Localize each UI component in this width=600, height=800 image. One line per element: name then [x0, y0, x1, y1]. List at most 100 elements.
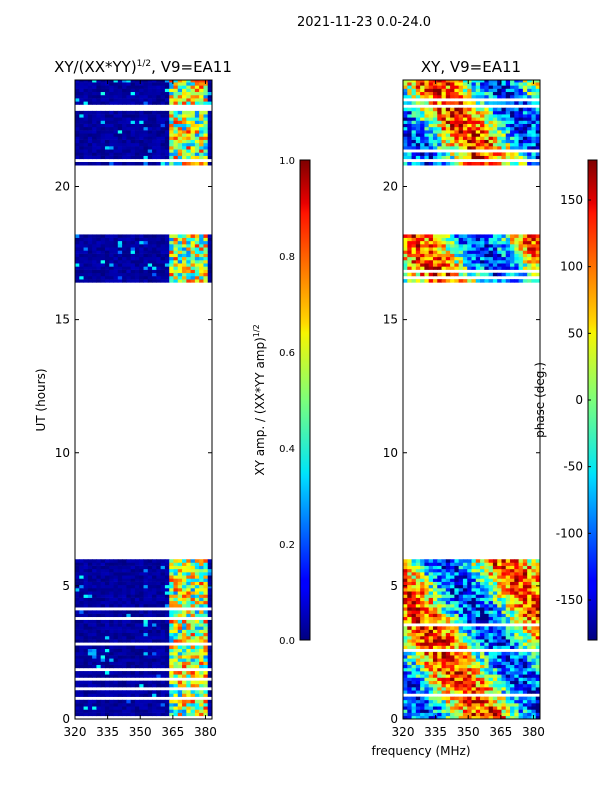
- colorbar-tick-label: 0.0: [279, 636, 295, 647]
- heatmap-cell: [79, 594, 85, 598]
- heatmap-cell: [535, 562, 540, 566]
- heatmap-cell: [492, 162, 498, 166]
- heatmap-cell: [173, 133, 179, 137]
- heatmap-cell: [177, 613, 183, 618]
- heatmap-cell: [407, 562, 413, 566]
- heatmap-cell: [510, 575, 515, 579]
- heatmap-cell: [411, 139, 417, 144]
- heatmap-cell: [156, 661, 162, 665]
- heatmap-cell: [199, 584, 204, 589]
- heatmap-cell: [113, 562, 119, 566]
- heatmap-cell: [79, 683, 85, 688]
- heatmap-cell: [160, 240, 166, 245]
- heatmap-cell: [518, 642, 524, 646]
- heatmap-cell: [531, 244, 537, 248]
- heatmap-cell: [96, 155, 102, 160]
- heatmap-cell: [522, 136, 528, 140]
- heatmap-cell: [190, 114, 196, 118]
- heatmap-cell: [109, 635, 115, 640]
- heatmap-cell: [450, 594, 455, 598]
- heatmap-cell: [428, 120, 434, 124]
- heatmap-cell: [471, 247, 477, 251]
- heatmap-cell: [432, 256, 438, 261]
- heatmap-cell: [177, 82, 183, 86]
- heatmap-cell: [203, 658, 209, 662]
- heatmap-cell: [445, 584, 451, 589]
- heatmap-cell: [83, 114, 89, 118]
- heatmap-cell: [505, 655, 511, 659]
- heatmap-cell: [437, 126, 443, 131]
- heatmap-cell: [173, 256, 179, 261]
- heatmap-cell: [445, 674, 451, 678]
- heatmap-cell: [471, 683, 477, 688]
- heatmap-cell: [122, 85, 127, 89]
- heatmap-cell: [403, 272, 408, 277]
- heatmap-cell: [113, 85, 119, 89]
- heatmap-cell: [143, 671, 149, 675]
- heatmap-cell: [96, 613, 102, 618]
- heatmap-cell: [156, 142, 162, 147]
- heatmap-cell: [510, 279, 515, 283]
- heatmap-cell: [160, 275, 166, 280]
- heatmap-cell: [96, 98, 102, 102]
- heatmap-cell: [92, 639, 97, 643]
- heatmap-cell: [471, 629, 477, 634]
- heatmap-cell: [130, 101, 136, 105]
- heatmap-cell: [467, 565, 472, 570]
- heatmap-cell: [75, 259, 80, 264]
- heatmap-cell: [164, 562, 170, 566]
- heatmap-cell: [488, 559, 494, 563]
- heatmap-cell: [514, 610, 520, 614]
- heatmap-cell: [79, 149, 85, 153]
- heatmap-cell: [199, 142, 204, 147]
- heatmap-cell: [441, 655, 447, 659]
- heatmap-cell: [199, 680, 204, 685]
- heatmap-cell: [117, 149, 123, 153]
- heatmap-cell: [403, 696, 408, 701]
- heatmap-cell: [480, 559, 485, 563]
- heatmap-cell: [411, 632, 417, 637]
- heatmap-cell: [492, 146, 498, 150]
- heatmap-cell: [403, 250, 408, 254]
- heatmap-cell: [147, 683, 153, 688]
- heatmap-cell: [79, 706, 85, 710]
- heatmap-cell: [194, 632, 200, 637]
- heatmap-cell: [484, 584, 490, 589]
- heatmap-cell: [169, 234, 174, 238]
- heatmap-cell: [173, 272, 179, 277]
- heatmap-cell: [411, 117, 417, 121]
- heatmap-cell: [186, 683, 192, 688]
- heatmap-cell: [182, 632, 187, 637]
- heatmap-cell: [492, 687, 498, 691]
- heatmap-cell: [164, 635, 170, 640]
- heatmap-cell: [122, 703, 127, 707]
- heatmap-cell: [411, 581, 417, 586]
- heatmap-cell: [126, 234, 132, 238]
- heatmap-cell: [186, 581, 192, 586]
- heatmap-cell: [83, 591, 89, 595]
- heatmap-cell: [177, 244, 183, 248]
- heatmap-cell: [182, 671, 187, 675]
- heatmap-cell: [194, 85, 200, 89]
- heatmap-cell: [203, 591, 209, 595]
- heatmap-cell: [488, 680, 494, 685]
- heatmap-cell: [518, 152, 524, 156]
- heatmap-cell: [147, 91, 153, 96]
- heatmap-cell: [92, 619, 97, 624]
- heatmap-cell: [199, 591, 204, 595]
- heatmap-cell: [531, 651, 537, 656]
- heatmap-cell: [420, 120, 425, 124]
- heatmap-cell: [139, 269, 144, 274]
- heatmap-cell: [182, 712, 187, 717]
- heatmap-cell: [160, 98, 166, 102]
- heatmap-cell: [109, 80, 115, 83]
- heatmap-cell: [467, 253, 472, 258]
- heatmap-cell: [87, 568, 93, 573]
- heatmap-cell: [186, 120, 192, 124]
- heatmap-cell: [432, 123, 438, 128]
- heatmap-cell: [203, 85, 209, 89]
- heatmap-cell: [177, 626, 183, 630]
- heatmap-cell: [96, 578, 102, 582]
- heatmap-cell: [514, 619, 520, 624]
- heatmap-cell: [518, 690, 524, 694]
